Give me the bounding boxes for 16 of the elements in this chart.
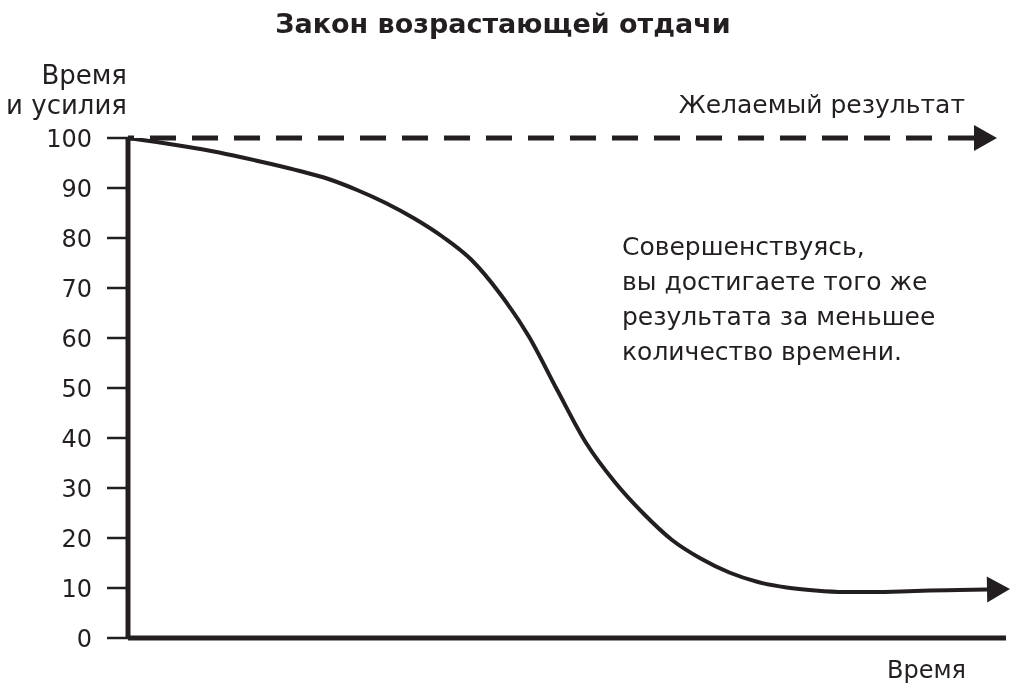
y-tick-label: 60 (61, 324, 92, 353)
y-tick-label: 80 (61, 224, 92, 253)
y-tick-label: 40 (61, 424, 92, 453)
ref-line-label: Желаемый результат (678, 89, 965, 119)
y-tick-label: 0 (76, 624, 92, 653)
y-axis-title: Время и усилия (6, 60, 127, 120)
y-tick-label: 70 (61, 274, 92, 303)
y-tick-label: 10 (61, 574, 92, 603)
y-tick-label: 100 (46, 124, 92, 153)
chart-title: Закон возрастающей отдачи (274, 8, 732, 39)
x-axis-title: Время (886, 656, 966, 684)
y-tick-label: 20 (61, 524, 92, 553)
y-tick-label: 50 (61, 374, 92, 403)
y-tick-label: 90 (61, 174, 92, 203)
annotation: Совершенствуясь, вы достигаете того же результата за меньшее количество времени. (622, 231, 936, 368)
y-tick-label: 30 (61, 474, 92, 503)
